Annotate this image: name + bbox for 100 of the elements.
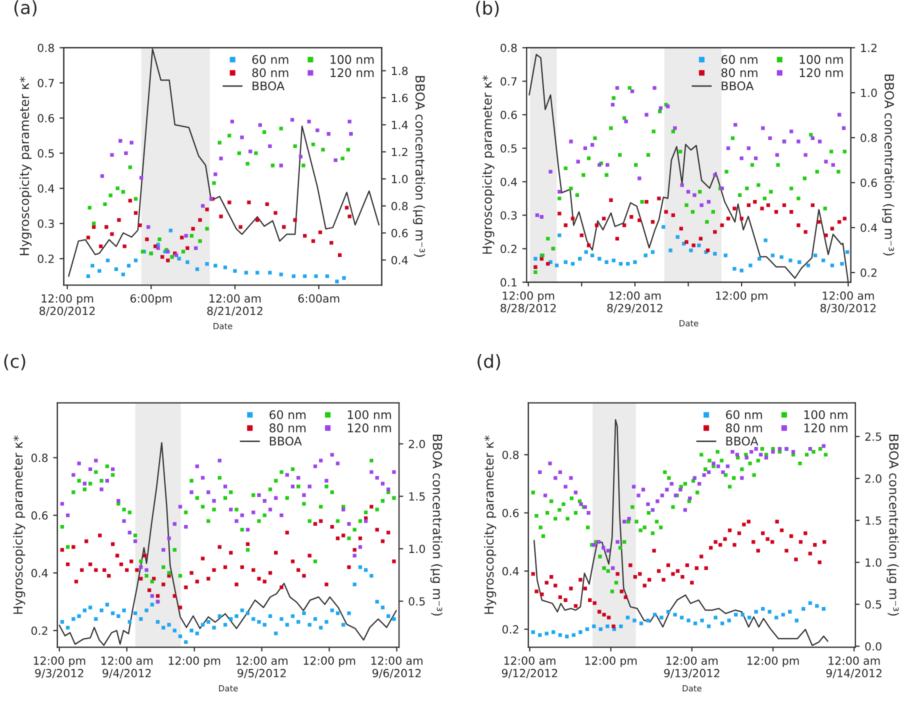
y-tick-label: 0.2 [502, 625, 518, 634]
x-tick-label: 12:00 am 8/29/2012 [607, 291, 662, 314]
y-tick-label: 0.6 [500, 110, 517, 120]
y-tick-label: 0.7 [500, 77, 517, 86]
y-tick-label: 0.2 [38, 254, 54, 264]
y2-tick-label: 0.8 [391, 202, 408, 210]
x-tick-label: 12:00 am 8/21/2012 [207, 294, 262, 316]
y2-tick-label: 1.5 [409, 492, 425, 501]
y2-tick-label: 0.5 [408, 597, 425, 606]
y2-tick-label: 0.6 [391, 228, 408, 238]
y2-tick-label: 1.0 [392, 174, 408, 184]
y2-tick-label: 1.0 [861, 88, 877, 98]
legend-label: BBOA [270, 436, 302, 446]
y2-axis-title: BBOA concentration (μg m⁻³) [412, 76, 426, 257]
y-tick-label: 0.5 [500, 144, 517, 153]
y-axis-title: Hygroscopicity parameter κ* [13, 436, 26, 614]
x-tick-label: 6:00pm [130, 294, 172, 305]
x-tick-label: 12:00 am 9/14/2012 [826, 656, 882, 678]
chart-title: (c) [4, 354, 26, 370]
y2-tick-label: 2.5 [865, 432, 882, 441]
x-axis-title: Date [680, 320, 698, 326]
y2-tick-label: 1.8 [392, 66, 408, 76]
y-tick-label: 0.6 [502, 508, 519, 518]
y2-tick-label: 0.4 [391, 256, 408, 264]
y2-tick-label: 0.6 [860, 178, 877, 187]
x-tick-label: 12:00 pm [168, 656, 220, 668]
legend-label: 120 nm [804, 423, 848, 432]
y-tick-label: 0.4 [502, 567, 519, 576]
legend-label: 60 nm [252, 55, 288, 64]
legend-label: 120 nm [800, 68, 843, 78]
chart-title: (d) [478, 354, 500, 370]
y2-tick-label: 1.5 [866, 516, 882, 525]
x-tick-label: 12:00 am 9/5/2012 [236, 656, 288, 678]
y2-tick-label: 0.8 [860, 134, 877, 142]
legend-label: 100 nm [330, 55, 374, 64]
y2-tick-label: 2.0 [865, 474, 882, 483]
y-tick-label: 0.4 [38, 184, 54, 193]
x-tick-label: 6:00am [298, 294, 340, 303]
x-axis-title: Date [214, 323, 232, 330]
y2-axis-title: BBOA concentration (μg m⁻³) [430, 434, 442, 616]
legend-label: BBOA [722, 81, 754, 90]
legend-label: 120 nm [330, 68, 374, 78]
legend-label: 60 nm [726, 410, 762, 420]
x-axis-title: Date [682, 685, 702, 692]
y2-tick-label: 1.0 [866, 558, 882, 567]
y2-axis-title: BBOA concentration (μg m⁻³) [882, 74, 894, 256]
x-tick-label: 12:00 pm 8/28/2012 [500, 291, 556, 314]
legend-label: 100 nm [348, 410, 391, 420]
x-tick-label: 12:00 pm 8/20/2012 [40, 294, 95, 316]
x-tick-label: 12:00 am 9/4/2012 [101, 656, 152, 678]
y2-tick-label: 1.2 [861, 44, 876, 52]
y-tick-label: 0.8 [502, 450, 519, 460]
y2-tick-label: 0.5 [865, 600, 882, 609]
y2-tick-label: 0.4 [860, 224, 877, 232]
y-tick-label: 0.4 [500, 178, 517, 186]
y-tick-label: 0.8 [38, 44, 54, 52]
legend-label: 80 nm [726, 423, 762, 432]
y2-tick-label: 1.0 [409, 544, 425, 554]
x-axis-title: Date [219, 685, 238, 692]
y-axis-title: Hygroscopicity parameter κ* [482, 75, 494, 254]
x-tick-label: 12:00 am 9/12/2012 [502, 656, 558, 678]
y2-tick-label: 0.0 [865, 642, 882, 651]
x-tick-label: 12:00 am 9/6/2012 [371, 656, 422, 678]
x-tick-label: 12:00 pm [747, 656, 799, 668]
y2-tick-label: 1.6 [392, 94, 408, 102]
y-tick-label: 0.8 [500, 44, 517, 52]
y2-tick-label: 1.2 [392, 148, 408, 156]
legend-label: BBOA [252, 81, 285, 90]
y2-tick-label: 1.4 [392, 120, 408, 130]
y-tick-label: 0.5 [38, 149, 54, 158]
x-tick-label: 12:00 pm 9/3/2012 [34, 656, 86, 678]
y-tick-label: 0.2 [500, 244, 516, 254]
legend-label: 60 nm [721, 55, 758, 64]
x-tick-label: 12:00 pm [304, 656, 356, 668]
y-tick-label: 0.1 [500, 278, 517, 287]
y-tick-label: 0.3 [500, 211, 517, 220]
legend-label: 100 nm [800, 55, 843, 64]
y-tick-label: 0.8 [31, 454, 48, 462]
y-tick-label: 0.7 [38, 78, 54, 88]
y2-tick-label: 2.0 [408, 440, 425, 448]
chart-title: (b) [476, 0, 499, 17]
legend-label: 60 nm [270, 410, 306, 420]
y-axis-title: Hygroscopicity parameter κ* [484, 436, 496, 614]
y-tick-label: 0.6 [31, 511, 48, 520]
x-tick-label: 12:00 am 8/30/2012 [820, 291, 876, 314]
legend-label: 100 nm [804, 410, 848, 420]
legend-label: 80 nm [252, 68, 288, 78]
x-tick-label: 12:00 am 9/13/2012 [664, 656, 720, 678]
y-tick-label: 0.6 [38, 114, 54, 122]
legend-label: BBOA [726, 436, 758, 446]
y-tick-label: 0.3 [38, 219, 54, 228]
y-tick-label: 0.2 [31, 626, 48, 635]
legend-label: 80 nm [721, 68, 758, 78]
legend-label: 80 nm [270, 423, 306, 432]
chart-title: (a) [14, 0, 36, 16]
y2-axis-title: BBOA concentration (μg m⁻³) [886, 434, 899, 616]
x-tick-label: 12:00 pm [585, 656, 637, 668]
y-tick-label: 0.4 [31, 568, 48, 578]
y2-tick-label: 0.2 [860, 268, 876, 277]
y-axis-title: Hygroscopicity parameter κ* [19, 76, 32, 256]
